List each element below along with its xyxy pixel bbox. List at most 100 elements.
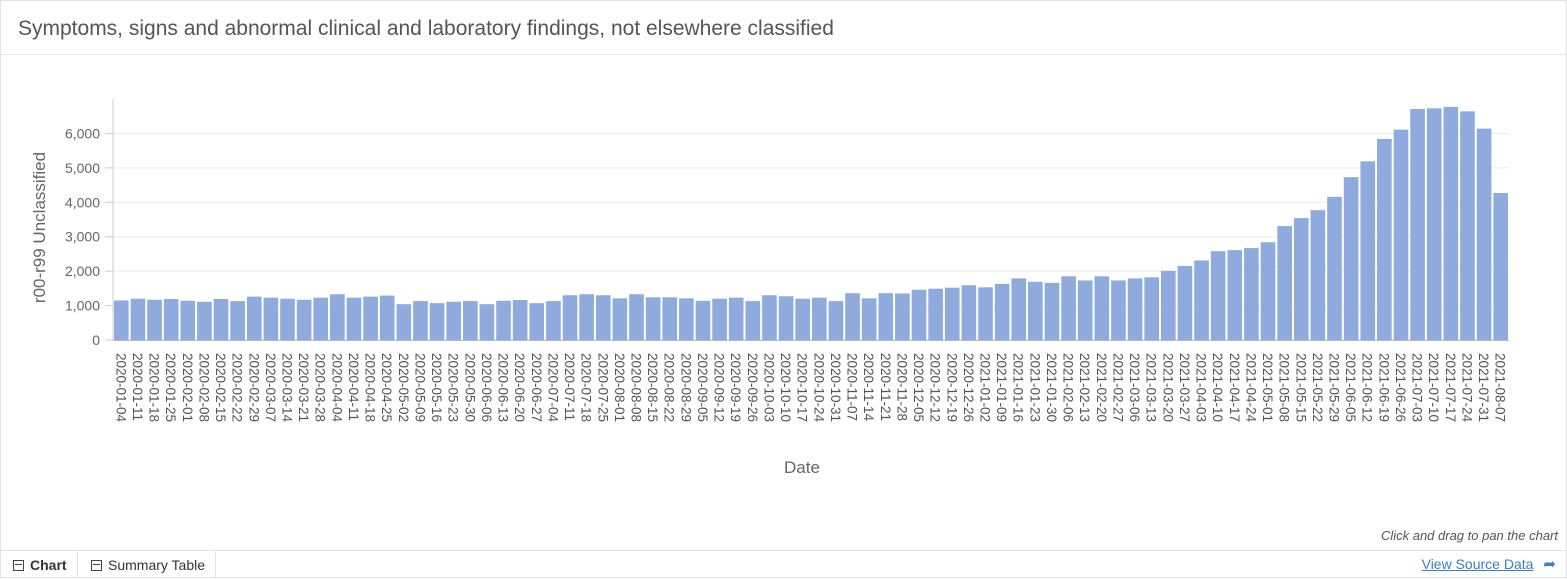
bar[interactable] xyxy=(911,289,927,340)
y-tick-label: 1,000 xyxy=(65,298,100,314)
x-tick-label: 2020-12-26 xyxy=(961,353,976,422)
bar-chart[interactable]: 0 1,000 2,000 3,000 4,000 5,000 6,000 2020-01-… xyxy=(1,55,1566,525)
bar[interactable] xyxy=(1360,161,1376,340)
bar[interactable] xyxy=(944,287,960,340)
bar[interactable] xyxy=(679,298,694,340)
bar[interactable] xyxy=(812,297,827,340)
bar[interactable] xyxy=(1377,138,1392,340)
bar[interactable] xyxy=(163,299,179,340)
footer-bar: Chart Summary Table View Source Data ➦ xyxy=(1,550,1566,578)
bar[interactable] xyxy=(778,296,794,340)
bar[interactable] xyxy=(1460,111,1475,340)
x-tick-label: 2020-08-15 xyxy=(645,353,660,422)
bar[interactable] xyxy=(1177,265,1193,340)
bar[interactable] xyxy=(928,288,943,340)
x-tick-label: 2021-01-23 xyxy=(1027,353,1042,422)
bar[interactable] xyxy=(695,300,711,340)
x-tick-label: 2020-10-10 xyxy=(778,353,793,422)
bar[interactable] xyxy=(1144,277,1159,340)
bar[interactable] xyxy=(246,296,262,340)
bar[interactable] xyxy=(1077,280,1093,340)
bar[interactable] xyxy=(762,295,777,340)
bar[interactable] xyxy=(213,299,229,340)
bar[interactable] xyxy=(463,301,478,340)
x-tick-label: 2020-02-15 xyxy=(213,353,228,422)
bar[interactable] xyxy=(1161,270,1176,340)
bar[interactable] xyxy=(147,299,162,340)
bar[interactable] xyxy=(280,298,295,340)
bar[interactable] xyxy=(845,293,860,340)
bar[interactable] xyxy=(413,301,428,340)
bar[interactable] xyxy=(728,297,744,340)
bar[interactable] xyxy=(313,297,329,340)
bar[interactable] xyxy=(1393,129,1409,340)
bar[interactable] xyxy=(263,297,279,340)
bar[interactable] xyxy=(1127,278,1143,340)
bar[interactable] xyxy=(1244,248,1259,340)
bar[interactable] xyxy=(1227,250,1243,340)
bar[interactable] xyxy=(629,294,644,340)
view-source-data-link[interactable]: View Source Data ➦ xyxy=(1422,551,1556,578)
bar[interactable] xyxy=(180,300,196,340)
x-tick-label: 2020-01-18 xyxy=(147,353,162,422)
bar[interactable] xyxy=(396,304,412,340)
bar[interactable] xyxy=(114,300,129,340)
bar[interactable] xyxy=(1210,251,1226,340)
bar[interactable] xyxy=(197,301,212,340)
bar[interactable] xyxy=(994,283,1010,340)
bar[interactable] xyxy=(1476,128,1492,340)
bar[interactable] xyxy=(745,301,761,340)
bar[interactable] xyxy=(1094,276,1110,340)
bar[interactable] xyxy=(895,293,910,340)
bar[interactable] xyxy=(595,295,611,340)
bar[interactable] xyxy=(662,297,678,340)
bar[interactable] xyxy=(1260,242,1276,340)
bar[interactable] xyxy=(562,295,578,340)
bar[interactable] xyxy=(861,298,877,340)
bar[interactable] xyxy=(230,301,245,340)
bar[interactable] xyxy=(1343,177,1359,340)
bar[interactable] xyxy=(1426,108,1442,340)
bar[interactable] xyxy=(1011,278,1027,340)
bar[interactable] xyxy=(579,294,594,340)
bar[interactable] xyxy=(1111,280,1126,340)
bar[interactable] xyxy=(379,295,395,340)
bar[interactable] xyxy=(1443,106,1459,340)
bar[interactable] xyxy=(878,293,894,340)
bar[interactable] xyxy=(479,304,495,340)
bar[interactable] xyxy=(978,287,993,340)
bar[interactable] xyxy=(712,298,727,340)
bar[interactable] xyxy=(130,298,146,340)
x-tick-label: 2020-10-17 xyxy=(795,353,810,422)
bar[interactable] xyxy=(546,301,561,340)
bar[interactable] xyxy=(346,297,362,340)
bar[interactable] xyxy=(429,303,445,340)
bar[interactable] xyxy=(1493,192,1508,340)
bar[interactable] xyxy=(1277,226,1292,340)
bar[interactable] xyxy=(296,299,312,340)
bar[interactable] xyxy=(795,298,810,340)
bar[interactable] xyxy=(1327,196,1342,340)
bar[interactable] xyxy=(330,294,345,340)
x-tick-label: 2021-07-03 xyxy=(1410,353,1425,422)
bar[interactable] xyxy=(1293,218,1309,340)
tab-chart[interactable]: Chart xyxy=(1,551,78,578)
bar[interactable] xyxy=(612,298,628,340)
bar[interactable] xyxy=(496,300,511,340)
bar[interactable] xyxy=(529,303,545,340)
bar[interactable] xyxy=(961,285,977,340)
tab-summary-table[interactable]: Summary Table xyxy=(79,551,217,578)
x-tick-label: 2020-10-24 xyxy=(811,353,826,423)
bar[interactable] xyxy=(1028,281,1043,340)
bar[interactable] xyxy=(363,296,378,340)
bar[interactable] xyxy=(1061,276,1076,340)
bar[interactable] xyxy=(1310,210,1326,340)
bar[interactable] xyxy=(446,301,461,340)
tab-chart-label: Chart xyxy=(30,557,67,573)
bar[interactable] xyxy=(1044,282,1060,340)
bar[interactable] xyxy=(1410,108,1425,340)
bar[interactable] xyxy=(645,297,661,340)
bar[interactable] xyxy=(1194,260,1209,340)
bar[interactable] xyxy=(512,300,528,340)
bar[interactable] xyxy=(828,301,844,340)
